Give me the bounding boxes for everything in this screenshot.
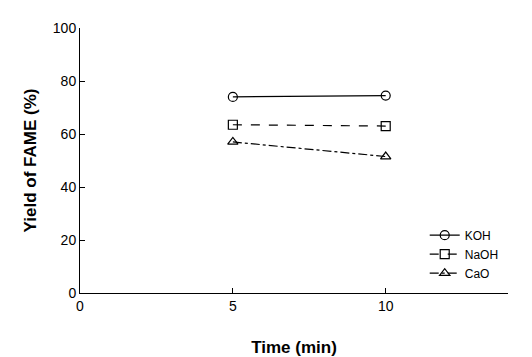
svg-text:5: 5	[229, 298, 237, 314]
svg-text:20: 20	[61, 232, 77, 248]
svg-text:Time (min): Time (min)	[251, 338, 337, 357]
svg-text:Yield of FAME (%): Yield of FAME (%)	[21, 89, 40, 233]
svg-text:60: 60	[61, 126, 77, 142]
svg-text:100: 100	[53, 20, 77, 36]
svg-text:0: 0	[76, 298, 84, 314]
svg-text:CaO: CaO	[465, 267, 490, 281]
svg-text:10: 10	[378, 298, 394, 314]
svg-text:NaOH: NaOH	[465, 248, 498, 262]
svg-text:0: 0	[68, 285, 76, 301]
svg-text:KOH: KOH	[465, 229, 491, 243]
svg-text:80: 80	[61, 73, 77, 89]
svg-text:40: 40	[61, 179, 77, 195]
